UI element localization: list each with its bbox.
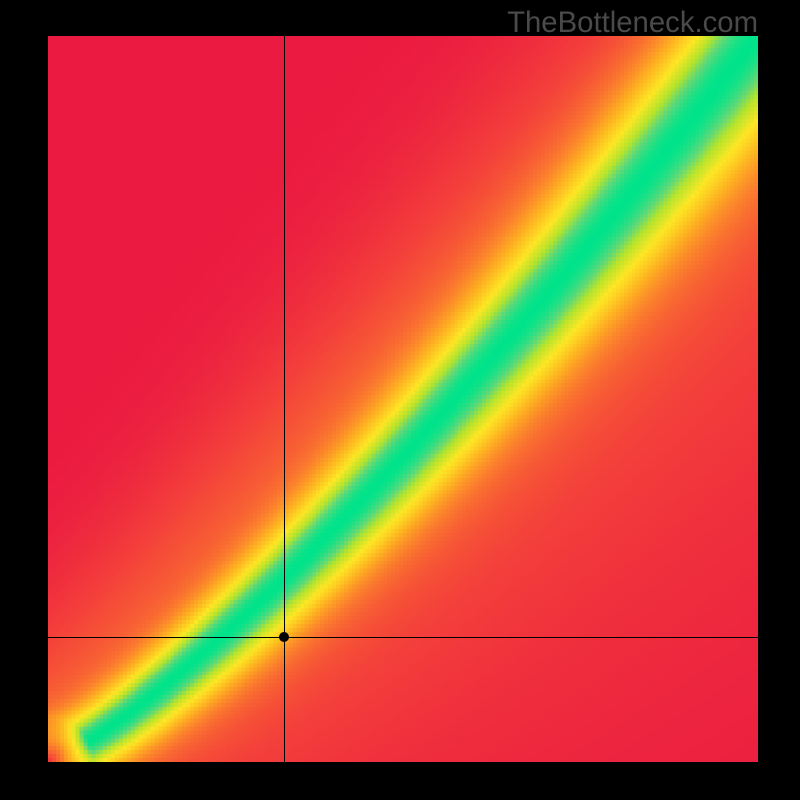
crosshair-horizontal-line: [48, 637, 758, 638]
watermark-text: TheBottleneck.com: [507, 6, 758, 40]
crosshair-vertical-line: [284, 36, 285, 762]
chart-root: TheBottleneck.com: [0, 0, 800, 800]
bottleneck-heatmap: [48, 36, 758, 762]
